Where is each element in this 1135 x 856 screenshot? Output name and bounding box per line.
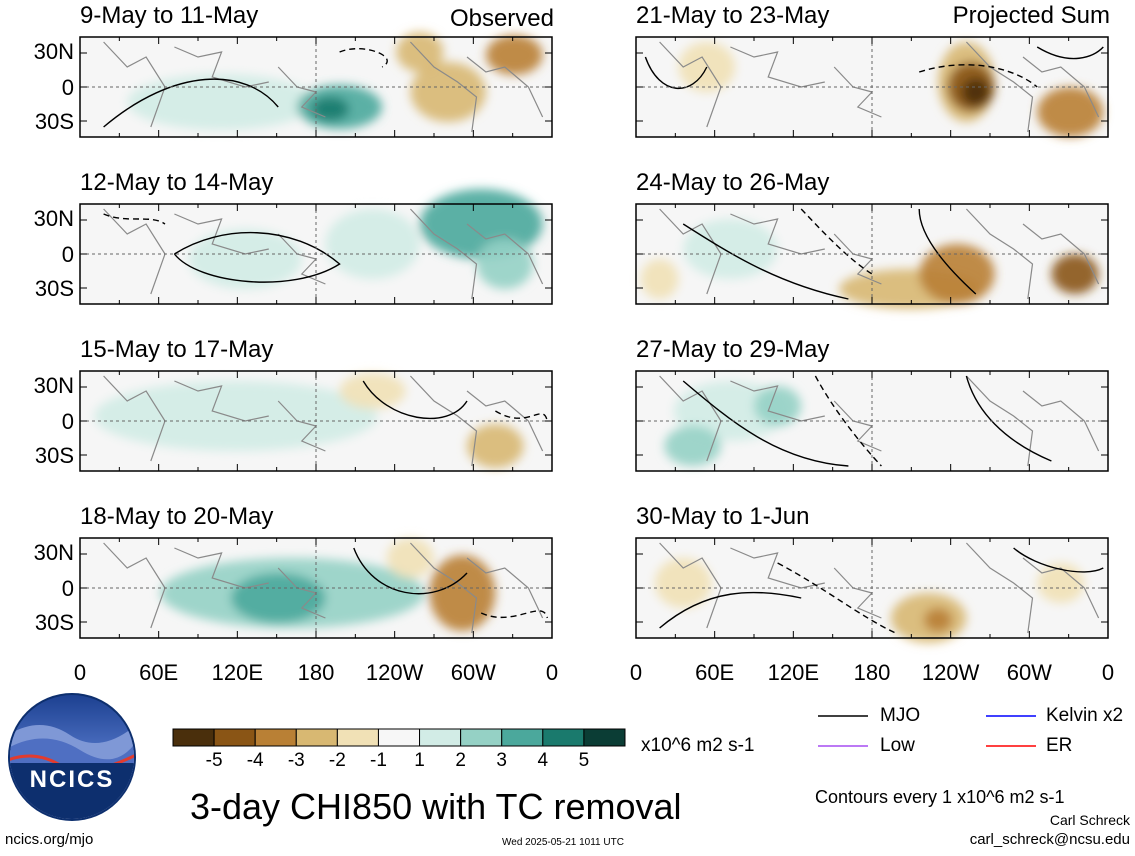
colorbar-swatch (214, 729, 255, 746)
colorbar-units: x10^6 m2 s-1 (641, 735, 754, 757)
anomaly-blob (189, 229, 302, 289)
lat-label-30s: 30S (0, 443, 74, 469)
anomaly-blob (655, 558, 712, 608)
ncics-logo (8, 693, 136, 823)
legend-er-label: ER (1046, 735, 1072, 757)
contour-note: Contours every 1 x10^6 m2 s-1 (815, 787, 1065, 808)
anomaly-blob (486, 35, 543, 75)
anomaly-blob (340, 373, 406, 409)
colorbar-tick-label: 5 (534, 750, 634, 772)
anomaly-blob (1051, 254, 1098, 294)
lat-label-0: 0 (0, 242, 74, 268)
footer-timestamp: Wed 2025-05-21 1011 UTC (502, 837, 624, 848)
footer-email: carl_schreck@ncsu.edu (940, 831, 1130, 848)
lat-label-30s: 30S (0, 610, 74, 636)
panel-title: 12-May to 14-May (80, 169, 273, 197)
projected-label: Projected Sum (940, 2, 1110, 30)
lat-label-30n: 30N (0, 206, 74, 232)
colorbar-swatch (420, 729, 461, 746)
anomaly-blob (325, 209, 419, 279)
legend-mjo-label: MJO (880, 705, 920, 727)
anomaly-blob (919, 244, 995, 304)
lat-label-0: 0 (0, 75, 74, 101)
lat-label-0: 0 (0, 409, 74, 435)
legend-lines (818, 716, 1036, 746)
anomaly-blob (641, 259, 679, 299)
map-panel-6 (636, 204, 1108, 309)
colorbar-swatch (296, 729, 337, 746)
colorbar-swatch (337, 729, 378, 746)
colorbar-swatch (461, 729, 502, 746)
map-panel-5 (636, 37, 1108, 137)
map-panel-2 (80, 189, 552, 304)
footer-url: ncics.org/mjo (5, 831, 93, 848)
lat-label-0: 0 (0, 576, 74, 602)
colorbar-swatch (543, 729, 584, 746)
anomaly-blob (311, 97, 349, 121)
panel-title: 30-May to 1-Jun (636, 503, 809, 531)
colorbar-swatch (173, 729, 214, 746)
anomaly-blob (924, 608, 952, 632)
colorbar-boxes (173, 729, 625, 746)
map-panel-3 (80, 371, 552, 471)
panel-title: 27-May to 29-May (636, 336, 829, 364)
lat-label-30s: 30S (0, 276, 74, 302)
anomaly-blob (1037, 87, 1103, 137)
anomaly-blob (962, 78, 990, 106)
anomaly-blob (754, 386, 801, 426)
lon-label: 0 (1058, 660, 1135, 686)
anomaly-blob (127, 74, 316, 130)
lat-label-30n: 30N (0, 373, 74, 399)
panel-title: 15-May to 17-May (80, 336, 273, 364)
map-panel-8 (636, 538, 1108, 643)
observed-label: Observed (442, 5, 554, 33)
map-panel-1 (80, 32, 552, 137)
lat-label-30n: 30N (0, 39, 74, 65)
anomaly-blob (94, 381, 377, 451)
lat-label-30s: 30S (0, 109, 74, 135)
map-panel-7 (636, 371, 1108, 471)
panel-title: 24-May to 26-May (636, 169, 829, 197)
legend-kelvin-label: Kelvin x2 (1046, 705, 1123, 727)
map-figure (0, 0, 1135, 856)
anomaly-blob (387, 538, 434, 578)
map-panel-4 (80, 538, 552, 638)
anomaly-blob (476, 239, 533, 289)
lat-label-30n: 30N (0, 540, 74, 566)
colorbar-swatch (378, 729, 419, 746)
logo-text: NCICS (22, 766, 122, 794)
panel-title: 18-May to 20-May (80, 503, 273, 531)
colorbar (173, 729, 625, 746)
panel-title: 9-May to 11-May (80, 2, 258, 30)
legend-low-label: Low (880, 735, 915, 757)
colorbar-swatch (584, 729, 625, 746)
anomaly-blob (429, 555, 495, 631)
colorbar-swatch (255, 729, 296, 746)
panel-title: 21-May to 23-May (636, 2, 829, 30)
chart-title: 3-day CHI850 with TC removal (190, 786, 682, 828)
footer-author: Carl Schreck (1000, 812, 1130, 828)
colorbar-swatch (502, 729, 543, 746)
